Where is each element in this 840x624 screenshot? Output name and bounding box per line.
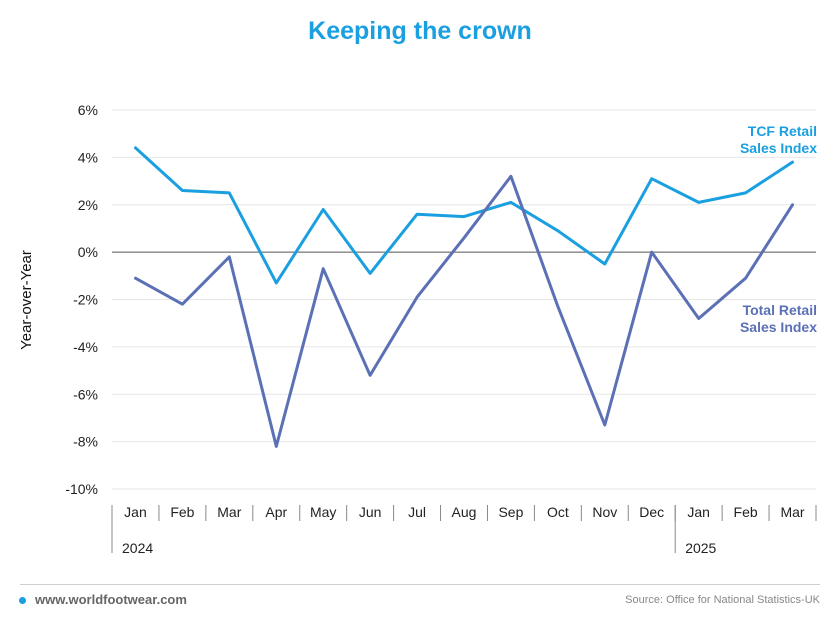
y-tick-label: -6%	[73, 386, 98, 402]
series-line-tcf-retail-sales-index	[134, 146, 794, 285]
y-tick-label: 0%	[78, 244, 98, 260]
y-tick-label: 2%	[78, 197, 98, 213]
x-tick-label: Feb	[734, 504, 758, 520]
y-tick-label: -4%	[73, 339, 98, 355]
x-tick-label: Jul	[408, 504, 426, 520]
x-tick-label: Aug	[452, 504, 477, 520]
x-tick-label: May	[310, 504, 336, 520]
x-tick-label: Apr	[265, 504, 287, 520]
line-chart: Keeping the crown 6% 4% 2% 0% -2% -4% -6% -8% -1…	[18, 17, 817, 556]
y-tick-label: 4%	[78, 149, 98, 165]
x-tick-label: Jan	[687, 504, 710, 520]
gridlines	[112, 109, 816, 490]
y-axis-label: Year-over-Year	[18, 250, 35, 350]
y-tick-label: -8%	[73, 434, 98, 450]
x-tick-label: Oct	[547, 504, 569, 520]
year-label: 2024	[122, 540, 153, 556]
website-link[interactable]: www.worldfootwear.com	[35, 592, 187, 607]
footer: www.worldfootwear.com Source: Office for…	[0, 584, 840, 624]
x-axis: Jan Feb Mar Apr May Jun Jul Aug Sep Oct Nov Dec Jan F…	[111, 504, 817, 556]
y-tick-label: -2%	[73, 292, 98, 308]
bullet-dot-icon	[19, 597, 26, 604]
footer-divider	[20, 584, 820, 585]
series-line-total-retail-sales-index	[134, 174, 794, 448]
series-label: Sales Index	[740, 319, 817, 335]
x-tick-label: Sep	[498, 504, 523, 520]
y-tick-label: 6%	[78, 102, 98, 118]
x-tick-label: Nov	[592, 504, 617, 520]
series-label: Sales Index	[740, 140, 817, 156]
series-label: Total Retail	[743, 302, 817, 318]
x-tick-label: Jun	[359, 504, 382, 520]
x-tick-label: Mar	[780, 504, 804, 520]
x-tick-label: Feb	[170, 504, 194, 520]
year-label: 2025	[685, 540, 716, 556]
y-tick-label: -10%	[65, 481, 98, 497]
y-axis-ticks: 6% 4% 2% 0% -2% -4% -6% -8% -10%	[65, 102, 98, 497]
x-tick-label: Dec	[639, 504, 664, 520]
series-label: TCF Retail	[748, 123, 817, 139]
series-lines	[134, 146, 794, 448]
x-tick-label: Jan	[124, 504, 147, 520]
source-note: Source: Office for National Statistics-U…	[625, 594, 820, 606]
chart-title: Keeping the crown	[308, 17, 532, 45]
x-tick-label: Mar	[217, 504, 241, 520]
